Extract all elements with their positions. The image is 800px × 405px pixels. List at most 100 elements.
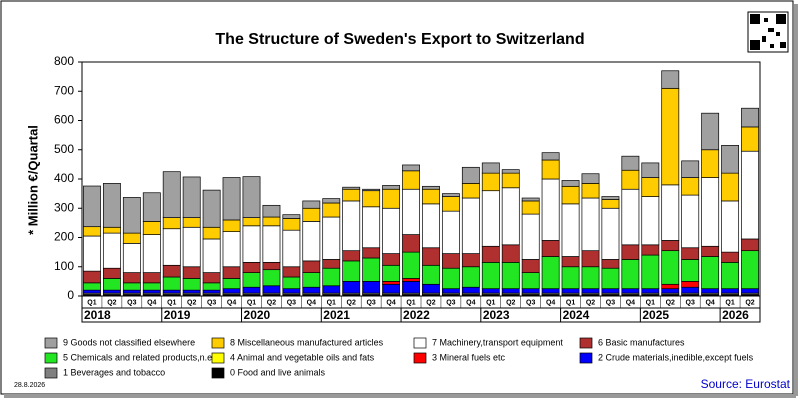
bar-segment bbox=[102, 232, 121, 269]
bar-segment bbox=[142, 221, 161, 235]
qr-code bbox=[747, 11, 789, 53]
legend-label: 8 Miscellaneous manufactured articles bbox=[230, 337, 384, 347]
bar-segment bbox=[282, 276, 301, 290]
bar-segment bbox=[242, 262, 261, 273]
bar-segment bbox=[182, 217, 201, 228]
bar-segment bbox=[282, 218, 301, 231]
x-tick-label: Q3 bbox=[207, 299, 216, 306]
bar-segment bbox=[701, 149, 720, 178]
bar-segment bbox=[202, 282, 221, 291]
bar-segment bbox=[142, 234, 161, 273]
bar-segment bbox=[641, 288, 660, 294]
bar-segment bbox=[162, 217, 181, 230]
bar-segment bbox=[741, 126, 759, 152]
year-label: 2022 bbox=[403, 308, 430, 322]
y-tick-label: 300 bbox=[54, 200, 74, 214]
bar-segment bbox=[83, 185, 101, 228]
bar-segment bbox=[561, 266, 580, 290]
legend-label: 9 Goods not classified elsewhere bbox=[63, 337, 195, 347]
bar-segment bbox=[222, 266, 241, 279]
bar-segment bbox=[581, 173, 600, 184]
bar-segment bbox=[162, 171, 181, 218]
legend-swatch bbox=[44, 337, 58, 349]
bar-segment bbox=[142, 192, 161, 222]
bar-segment bbox=[481, 288, 500, 294]
bar-segment bbox=[83, 235, 101, 272]
year-label: 2018 bbox=[84, 308, 111, 322]
bar-segment bbox=[521, 259, 540, 273]
y-tick-label: 200 bbox=[54, 230, 74, 244]
bar-segment bbox=[222, 231, 241, 268]
bar-segment bbox=[142, 289, 161, 294]
bar-segment bbox=[541, 152, 560, 161]
bar-segment bbox=[621, 188, 640, 246]
x-tick-label: Q1 bbox=[167, 299, 176, 306]
bar-segment bbox=[122, 197, 141, 234]
bar-segment bbox=[701, 245, 720, 257]
legend-swatch bbox=[211, 352, 225, 364]
x-tick-label: Q3 bbox=[526, 299, 535, 306]
bar-segment bbox=[661, 70, 680, 89]
bar-segment bbox=[461, 266, 480, 288]
legend-label: 3 Mineral fuels etc bbox=[432, 352, 506, 362]
bar-segment bbox=[322, 202, 341, 218]
bar-segment bbox=[162, 276, 181, 291]
x-tick-label: Q2 bbox=[745, 299, 754, 306]
x-tick-label: Q1 bbox=[327, 299, 336, 306]
year-label: 2021 bbox=[323, 308, 350, 322]
bar-segment bbox=[581, 250, 600, 268]
bar-segment bbox=[621, 244, 640, 260]
x-tick-label: Q4 bbox=[705, 299, 714, 306]
x-tick-label: Q3 bbox=[287, 299, 296, 306]
bar-segment bbox=[362, 206, 381, 249]
bar-segment bbox=[501, 244, 520, 263]
bar-segment bbox=[162, 228, 181, 266]
x-tick-label: Q4 bbox=[466, 299, 475, 306]
bar-segment bbox=[601, 196, 620, 200]
x-tick-label: Q4 bbox=[386, 299, 395, 306]
bar-segment bbox=[282, 288, 301, 294]
legend-label: 0 Food and live animals bbox=[230, 367, 326, 377]
bar-segment bbox=[661, 250, 680, 285]
bar-segment bbox=[322, 285, 341, 294]
bar-segment bbox=[322, 216, 341, 260]
bar-segment bbox=[262, 269, 281, 287]
bar-segment bbox=[122, 243, 141, 273]
bar-segment bbox=[102, 226, 121, 234]
year-label: 2024 bbox=[563, 308, 590, 322]
bar-segment bbox=[182, 176, 201, 218]
bar-segment bbox=[422, 247, 440, 266]
bar-segment bbox=[541, 159, 560, 180]
bar-segment bbox=[262, 204, 281, 218]
bar-segment bbox=[641, 196, 660, 246]
x-tick-label: Q1 bbox=[406, 299, 415, 306]
x-tick-label: Q4 bbox=[147, 299, 156, 306]
legend-swatch bbox=[413, 352, 427, 364]
bar-segment bbox=[681, 281, 700, 288]
bar-segment bbox=[122, 272, 141, 284]
bar-segment bbox=[342, 281, 361, 294]
source-note: Source: Eurostat bbox=[701, 377, 791, 391]
bar-segment bbox=[721, 262, 740, 290]
bar-segment bbox=[601, 288, 620, 294]
x-tick-label: Q3 bbox=[127, 299, 136, 306]
x-tick-label: Q1 bbox=[486, 299, 495, 306]
bar-segment bbox=[601, 259, 620, 269]
x-tick-label: Q4 bbox=[307, 299, 316, 306]
bar-segment bbox=[741, 238, 759, 252]
bar-segment bbox=[182, 226, 201, 268]
year-label: 2020 bbox=[244, 308, 271, 322]
bar-segment bbox=[621, 288, 640, 294]
bar-segment bbox=[601, 199, 620, 209]
chart-title: The Structure of Sweden's Export to Swit… bbox=[215, 31, 584, 48]
year-label: 2019 bbox=[164, 308, 191, 322]
legend-label: 6 Basic manufactures bbox=[598, 337, 685, 347]
x-tick-label: Q3 bbox=[366, 299, 375, 306]
x-tick-label: Q2 bbox=[666, 299, 675, 306]
x-tick-label: Q3 bbox=[686, 299, 695, 306]
bar-segment bbox=[741, 150, 759, 240]
bar-segment bbox=[701, 177, 720, 247]
bar-segment bbox=[681, 160, 700, 178]
bar-segment bbox=[382, 188, 401, 209]
bar-segment bbox=[342, 188, 361, 202]
